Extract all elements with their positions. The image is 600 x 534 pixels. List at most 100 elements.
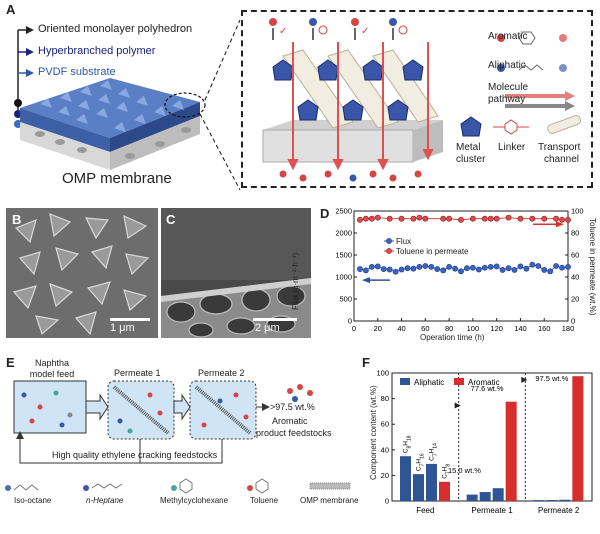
flux-point [452, 265, 458, 272]
bar-permeate-1-2 [492, 488, 504, 501]
sem-image-top-view [6, 208, 158, 338]
y-left-tick-label: 2000 [335, 229, 352, 238]
toluene-point [362, 215, 369, 222]
flux-point [434, 266, 441, 272]
flux-point [475, 266, 482, 273]
flux-point [553, 263, 560, 269]
bar-permeate-2-2 [559, 499, 571, 501]
toluene-point [469, 215, 476, 222]
y-axis-label-f: Component content (wt.%) [369, 385, 378, 480]
y-left-tick-label: 2500 [335, 207, 352, 216]
flux-point [464, 265, 470, 272]
toluene-point [529, 215, 536, 222]
recycle-label: High quality ethylene cracking feedstock… [52, 450, 218, 460]
layer-label-pvdf: PVDF substrate [38, 66, 116, 78]
y-tick-label: 40 [381, 445, 389, 454]
toluene-point [368, 215, 375, 222]
group-arrow [521, 376, 528, 383]
flux-point [386, 266, 393, 273]
flux-point [428, 263, 435, 270]
panel-e-label: E [6, 355, 15, 370]
toluene-point [553, 215, 560, 222]
annotation-feed: 15.0 wt.% [448, 466, 481, 475]
legend-transport-1: Transport [538, 142, 581, 153]
bar-feed-2 [426, 463, 437, 501]
result-label-3: product feedstocks [256, 428, 332, 438]
x-tick-label: 80 [445, 324, 453, 333]
sem-image-cross-section [161, 208, 311, 338]
annotation-permeate1: 77.6 wt.% [471, 384, 504, 393]
x-tick-label: 160 [538, 324, 551, 333]
flux-point [523, 265, 530, 272]
category-label: Feed [416, 506, 434, 515]
bar-feed-3 [439, 481, 450, 501]
flux-point [422, 263, 429, 269]
category-label: Permeate 1 [471, 506, 513, 515]
y-right-tick-label: 0 [571, 317, 575, 326]
flux-point [481, 264, 488, 271]
legend-pathway-2: pathway [488, 94, 526, 105]
y-left-tick-label: 500 [339, 295, 352, 304]
flux-point [505, 265, 512, 272]
y-tick-label: 80 [381, 394, 389, 403]
separation-flow-diagram [5, 380, 351, 494]
y-tick-label: 100 [376, 369, 389, 378]
y-right-tick-label: 40 [571, 273, 579, 282]
scale-label-c: 2 μm [255, 322, 280, 334]
y-left-tick-label: 1500 [335, 251, 352, 260]
feed-label-2: model feed [29, 369, 75, 379]
y-right-tick-label: 20 [571, 295, 579, 304]
scale-label-b: 1 μm [110, 322, 135, 334]
legend-aliphatic: Aliphatic [414, 378, 444, 387]
panel-d-label: D [320, 206, 330, 221]
y-axis-label-right-d: Toluene in permeate (wt.%) [588, 218, 597, 316]
result-label-2: Aromatic [272, 416, 308, 426]
x-tick-label: 100 [467, 324, 480, 333]
flux-axis-arrowhead [362, 277, 370, 284]
molecule-omp-membrane: OMP membrane [300, 496, 359, 505]
panel-b-label: B [12, 212, 22, 227]
legend-aliphatic-swatch [400, 378, 410, 385]
flux-point [541, 267, 548, 273]
legend-transport-2: channel [544, 154, 580, 165]
toluene-point [493, 215, 500, 222]
feed-label-1: Naphtha [34, 358, 70, 368]
molecule-iso-octane: Iso-octane [14, 496, 52, 505]
component-label: C7H16 [416, 453, 426, 471]
svg-text:✓: ✓ [361, 26, 369, 37]
toluene-point [487, 215, 494, 222]
layer-label-polymer: Hyperbranched polymer [38, 45, 156, 57]
flux-point [410, 265, 417, 272]
x-axis-label-d: Operation time (h) [420, 333, 485, 342]
toluene-point [541, 215, 548, 222]
annotation-permeate2: 97.5 wt.% [535, 374, 568, 383]
legend-metal-2: cluster [456, 154, 486, 165]
permeate2-label: Permeate 2 [198, 368, 245, 378]
flux-point [458, 268, 464, 275]
y-right-tick-label: 100 [571, 207, 584, 216]
category-label: Permeate 2 [538, 506, 580, 515]
toluene-point [565, 216, 571, 223]
toluene-point [505, 214, 512, 221]
toluene-point [458, 216, 464, 223]
component-label: C8H18 [403, 435, 413, 453]
component-label: C7H8 [442, 464, 452, 479]
flux-point [440, 267, 447, 274]
result-label-1: >97.5 wt.% [270, 402, 315, 412]
flux-point [374, 263, 381, 270]
bar-permeate-1-0 [466, 494, 478, 501]
flux-point [487, 263, 494, 270]
legend-flux: Flux [396, 237, 412, 246]
toluene-point [416, 214, 423, 221]
permeate1-label: Permeate 1 [114, 368, 161, 378]
legend-aromatic-swatch [454, 378, 464, 385]
layer-label-polyhedron: Oriented monolayer polyhedron [38, 23, 193, 35]
scale-bar-c [253, 318, 297, 321]
toluene-point [481, 215, 488, 222]
flux-point [529, 261, 536, 268]
y-tick-label: 20 [381, 471, 389, 480]
legend-linker: Linker [498, 142, 526, 153]
x-tick-label: 180 [562, 324, 575, 333]
molecular-pathway-diagram: ✓ ✓ [262, 18, 582, 182]
svg-text:✓: ✓ [279, 26, 287, 37]
